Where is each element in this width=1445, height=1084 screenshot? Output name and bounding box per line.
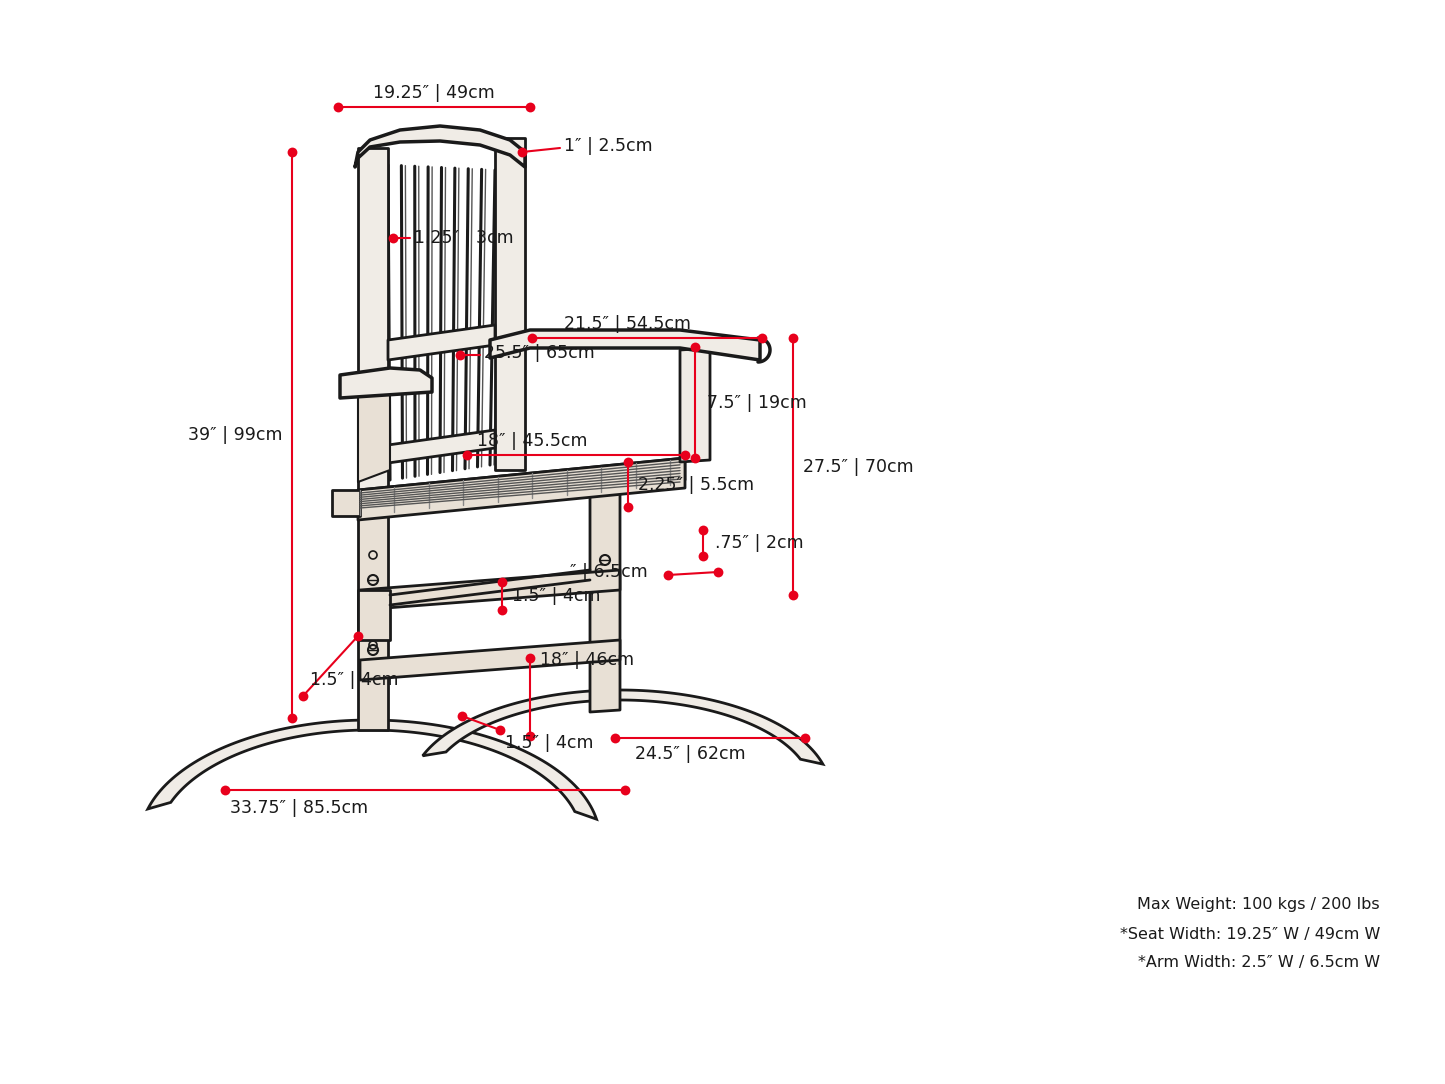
Text: Max Weight: 100 kgs / 200 lbs: Max Weight: 100 kgs / 200 lbs	[1137, 898, 1380, 913]
Point	[451, 708, 474, 725]
Text: 2.25″ | 5.5cm: 2.25″ | 5.5cm	[639, 476, 754, 493]
Text: 1.5″ | 4cm: 1.5″ | 4cm	[311, 671, 402, 689]
Point	[280, 143, 303, 160]
Point	[381, 230, 405, 247]
Text: 1.5″ | 4cm: 1.5″ | 4cm	[504, 734, 594, 752]
Text: ″ | 6.5cm: ″ | 6.5cm	[571, 563, 647, 581]
Polygon shape	[389, 430, 496, 463]
Point	[448, 346, 471, 363]
Text: 7.5″ | 19cm: 7.5″ | 19cm	[707, 393, 806, 412]
Polygon shape	[332, 490, 360, 516]
Polygon shape	[496, 138, 525, 470]
Point	[327, 99, 350, 116]
Polygon shape	[358, 459, 685, 520]
Polygon shape	[360, 640, 620, 680]
Point	[692, 547, 715, 565]
Text: 1.5″ | 4cm: 1.5″ | 4cm	[512, 588, 601, 605]
Polygon shape	[590, 478, 620, 712]
Point	[750, 330, 773, 347]
Point	[656, 566, 679, 583]
Text: *Seat Width: 19.25″ W / 49cm W: *Seat Width: 19.25″ W / 49cm W	[1120, 928, 1380, 942]
Text: 19.25″ | 49cm: 19.25″ | 49cm	[373, 83, 494, 102]
Text: 18″ | 45.5cm: 18″ | 45.5cm	[477, 433, 588, 450]
Point	[455, 447, 478, 464]
Polygon shape	[490, 330, 760, 360]
Point	[280, 709, 303, 726]
Text: 33.75″ | 85.5cm: 33.75″ | 85.5cm	[230, 799, 368, 817]
Text: 1″ | 2.5cm: 1″ | 2.5cm	[564, 137, 653, 155]
Point	[510, 143, 533, 160]
Point	[519, 649, 542, 667]
Polygon shape	[423, 691, 822, 764]
Polygon shape	[358, 492, 389, 730]
Polygon shape	[358, 380, 390, 482]
Point	[617, 499, 640, 516]
Polygon shape	[360, 570, 620, 610]
Point	[520, 330, 543, 347]
Point	[683, 450, 707, 467]
Point	[490, 573, 513, 591]
Text: 21.5″ | 54.5cm: 21.5″ | 54.5cm	[564, 315, 691, 333]
Polygon shape	[355, 126, 525, 167]
Point	[347, 628, 370, 645]
Point	[793, 730, 816, 747]
Polygon shape	[147, 720, 597, 820]
Point	[292, 687, 315, 705]
Polygon shape	[358, 590, 390, 640]
Point	[617, 453, 640, 470]
Point	[673, 447, 696, 464]
Text: .75″ | 2cm: .75″ | 2cm	[715, 534, 803, 552]
Point	[488, 721, 512, 738]
Point	[707, 564, 730, 581]
Text: 24.5″ | 62cm: 24.5″ | 62cm	[634, 745, 746, 763]
Point	[604, 730, 627, 747]
Point	[782, 330, 805, 347]
Point	[692, 521, 715, 539]
Text: 1.25″ | 3cm: 1.25″ | 3cm	[415, 229, 513, 247]
Text: 18″ | 46cm: 18″ | 46cm	[540, 651, 634, 669]
Point	[519, 727, 542, 745]
Point	[490, 602, 513, 619]
Point	[614, 782, 637, 799]
Text: 27.5″ | 70cm: 27.5″ | 70cm	[803, 457, 913, 476]
Text: 25.5″ | 65cm: 25.5″ | 65cm	[484, 344, 595, 362]
Point	[782, 586, 805, 604]
Polygon shape	[389, 325, 496, 360]
Polygon shape	[340, 367, 432, 398]
Point	[519, 99, 542, 116]
Text: *Arm Width: 2.5″ W / 6.5cm W: *Arm Width: 2.5″ W / 6.5cm W	[1137, 955, 1380, 969]
Text: 39″ | 99cm: 39″ | 99cm	[188, 426, 282, 444]
Point	[683, 338, 707, 356]
Polygon shape	[358, 459, 685, 509]
Polygon shape	[681, 348, 709, 462]
Point	[214, 782, 237, 799]
Polygon shape	[358, 149, 389, 500]
